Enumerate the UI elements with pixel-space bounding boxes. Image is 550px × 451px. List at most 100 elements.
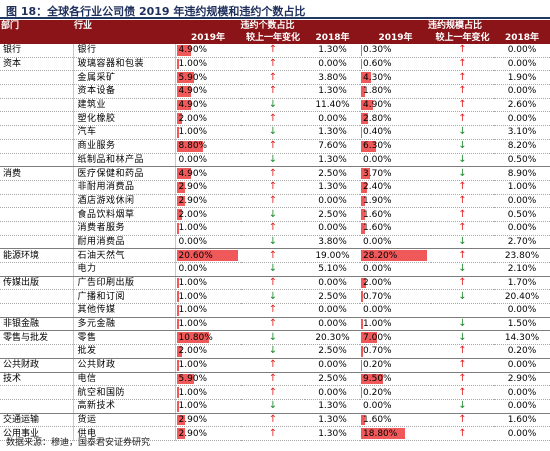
arrow-up-icon: ↑ [268, 167, 278, 179]
table-row: 建筑业 4.90% ↓ 11.40% 4.90% ↑ 2.60% [0, 98, 550, 113]
size-change-cell: ↑ [431, 111, 494, 127]
arrow-down-icon: ↓ [268, 126, 278, 138]
value-text: 0.00% [178, 154, 208, 165]
count-2018-cell: 0.00% [305, 194, 360, 209]
industry-cell: 消费者服务 [73, 221, 176, 236]
value-text: 4.90% [178, 168, 208, 179]
industry-cell: 耐用消费品 [73, 235, 176, 250]
count-2019-cell: 1.00% [175, 358, 241, 373]
table-row: 能源环境 石油天然气 20.60% ↑ 19.00% 28.20% ↑ 23.80% [0, 248, 550, 263]
data-bar [176, 387, 180, 398]
count-change-cell: ↑ [241, 221, 305, 236]
size-2019-cell: 18.80% [360, 426, 431, 441]
data-bar [176, 127, 180, 138]
table-row: 广播和订阅 1.00% ↓ 2.50% 0.70% ↓ 20.40% [0, 289, 550, 305]
count-change-cell: ↑ [241, 372, 305, 387]
header-dept: 部门 [0, 20, 73, 32]
count-change-cell: ↓ [241, 289, 305, 305]
table-row: 酒店游戏休闲 2.90% ↑ 0.00% 1.90% ↑ 0.00% [0, 194, 550, 209]
count-2019-cell: 2.90% [175, 426, 241, 441]
value-text: 2.00% [363, 278, 392, 289]
count-2019-cell: 1.00% [175, 303, 241, 318]
value-text: 1.00% [178, 127, 208, 138]
size-2019-cell: 6.30% [360, 139, 431, 154]
arrow-down-icon: ↓ [268, 153, 278, 165]
size-2019-cell: 9.50% [360, 372, 431, 387]
size-change-cell: ↓ [431, 317, 494, 332]
count-change-cell: ↑ [241, 70, 305, 86]
dept-cell [0, 221, 74, 236]
data-bar [361, 318, 364, 330]
arrow-down-icon: ↓ [268, 235, 278, 247]
size-change-cell: ↑ [431, 98, 494, 113]
header-size-group: 违约规模占比 [360, 20, 550, 32]
data-bar [176, 332, 209, 344]
value-text: 1.00% [178, 360, 208, 371]
count-2019-cell: 4.90% [175, 84, 241, 99]
data-bar [361, 209, 365, 220]
arrow-down-icon: ↓ [458, 290, 467, 302]
value-text: 0.40% [363, 127, 392, 138]
arrow-up-icon: ↑ [268, 372, 278, 384]
arrow-up-icon: ↑ [458, 427, 467, 439]
count-2019-cell: 1.00% [175, 221, 241, 236]
size-change-cell: ↑ [431, 372, 494, 387]
value-text: 0.70% [363, 346, 392, 357]
size-change-cell: ↑ [431, 276, 494, 291]
header-count-2018: 2018年 [305, 32, 360, 44]
size-2019-cell: 7.00% [360, 330, 431, 346]
size-2018-cell: 0.00% [494, 44, 550, 58]
industry-cell: 货运 [73, 413, 176, 428]
size-change-cell: ↑ [431, 248, 494, 263]
arrow-up-icon: ↑ [268, 85, 278, 97]
arrow-down-icon: ↓ [458, 318, 467, 330]
industry-cell: 航空和国防 [73, 385, 176, 400]
count-change-cell: ↑ [241, 44, 305, 58]
table-row: 交通运输 货运 2.90% ↑ 1.30% 1.60% ↑ 1.60% [0, 413, 550, 428]
size-change-cell: ↓ [431, 330, 494, 346]
size-2018-cell: 2.90% [494, 372, 550, 387]
header-size-change: 较上一年变化 [431, 32, 494, 44]
size-2019-cell: 0.20% [360, 358, 431, 373]
size-2018-cell: 1.70% [494, 276, 550, 291]
size-2019-cell: 1.60% [360, 413, 431, 428]
arrow-up-icon: ↑ [458, 359, 467, 371]
value-text: 0.60% [363, 59, 392, 70]
value-text: 1.80% [363, 86, 392, 97]
dept-cell: 能源环境 [0, 248, 74, 263]
size-2019-cell: 0.70% [360, 289, 431, 305]
size-2019-cell: 1.90% [360, 194, 431, 209]
table-row: 汽车 1.00% ↓ 1.30% 0.40% ↓ 3.10% [0, 125, 550, 140]
industry-cell: 高新技术 [73, 399, 176, 414]
count-2019-cell: 1.00% [175, 125, 241, 140]
size-2019-cell: 0.00% [360, 262, 431, 277]
value-text: 4.90% [178, 100, 208, 111]
table-row: 资本设备 4.90% ↑ 1.30% 1.80% ↑ 0.00% [0, 84, 550, 99]
count-2018-cell: 0.00% [305, 276, 360, 291]
count-2018-cell: 2.50% [305, 289, 360, 305]
count-2018-cell: 1.30% [305, 84, 360, 99]
arrow-down-icon: ↓ [268, 99, 278, 111]
size-change-cell: ↓ [431, 125, 494, 140]
table-row: 批发 2.00% ↓ 2.50% 0.70% ↑ 0.20% [0, 344, 550, 359]
data-bar [361, 58, 363, 70]
size-change-cell: ↑ [431, 385, 494, 400]
value-text: 28.20% [363, 250, 398, 261]
count-change-cell: ↓ [241, 330, 305, 346]
table-row: 非耐用消费品 2.90% ↑ 1.30% 2.40% ↑ 1.00% [0, 180, 550, 195]
count-2018-cell: 1.30% [305, 153, 360, 168]
arrow-down-icon: ↓ [268, 263, 278, 275]
industry-cell: 银行 [73, 44, 176, 58]
arrow-down-icon: ↓ [458, 126, 467, 138]
count-2018-cell: 0.00% [305, 57, 360, 72]
data-bar [176, 373, 195, 385]
table-row: 商业服务 8.80% ↑ 7.60% 6.30% ↓ 8.20% [0, 139, 550, 154]
value-text: 1.60% [363, 223, 392, 234]
size-2018-cell: 1.50% [494, 317, 550, 332]
dept-cell [0, 344, 74, 359]
count-2019-cell: 2.90% [175, 194, 241, 209]
count-change-cell: ↓ [241, 262, 305, 277]
arrow-up-icon: ↑ [268, 318, 278, 330]
size-2018-cell: 14.30% [494, 330, 550, 346]
data-bar [176, 140, 203, 152]
